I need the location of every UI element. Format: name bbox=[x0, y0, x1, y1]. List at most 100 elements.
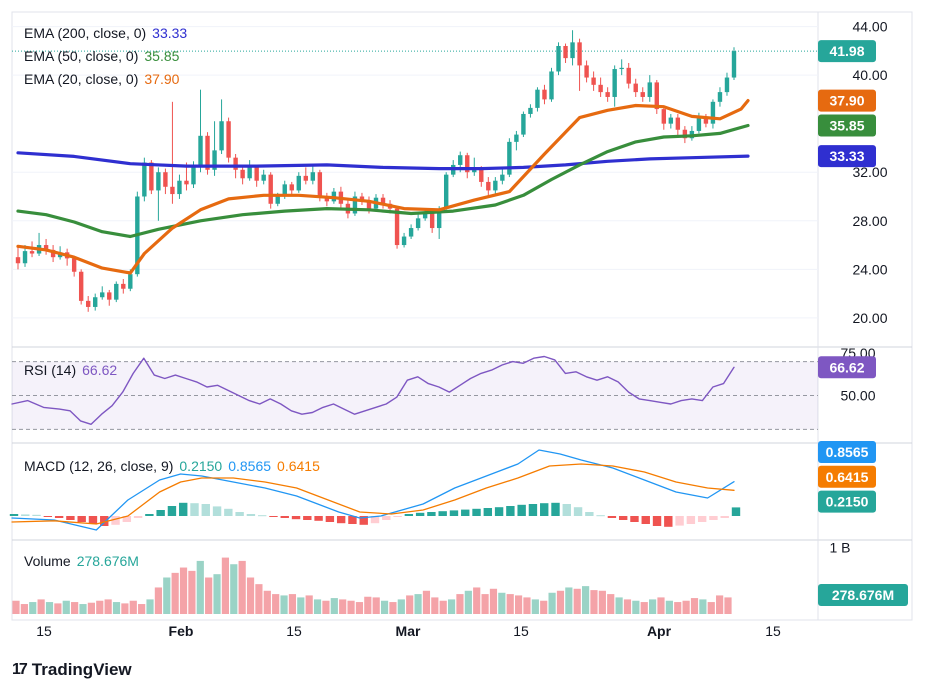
volume-bar bbox=[213, 574, 221, 614]
volume-bar bbox=[87, 602, 95, 614]
candle-body bbox=[493, 180, 498, 191]
candle-body bbox=[514, 134, 519, 142]
signal-badge bbox=[818, 465, 876, 488]
candle-body bbox=[556, 45, 561, 72]
candle-body bbox=[394, 208, 400, 246]
volume-bar bbox=[447, 599, 456, 614]
rsi-tick-label: 50.00 bbox=[840, 388, 875, 404]
candle-body bbox=[317, 172, 323, 197]
candle-body bbox=[247, 167, 252, 179]
candle-body bbox=[128, 274, 133, 289]
macd-hist-bar bbox=[720, 516, 729, 518]
candle-body bbox=[85, 300, 91, 307]
candle-body bbox=[121, 283, 126, 289]
volume-bar bbox=[188, 570, 196, 614]
macd-hist-bar bbox=[483, 508, 493, 516]
macd-hist-bar bbox=[122, 516, 132, 522]
candle-body bbox=[163, 172, 168, 187]
volume-bar bbox=[104, 599, 112, 614]
volume-bar bbox=[12, 600, 20, 614]
candle-body bbox=[170, 186, 175, 195]
macd-hist-bar bbox=[336, 516, 346, 524]
candle-body bbox=[289, 184, 294, 191]
volume-bar bbox=[590, 590, 598, 614]
tradingview-logo[interactable]: 17 TradingView bbox=[12, 660, 132, 680]
legend-macd-v2: 0.8565 bbox=[228, 458, 272, 474]
candle-body bbox=[107, 292, 112, 300]
candle-body bbox=[675, 117, 681, 130]
macd-hist-bar bbox=[43, 516, 53, 517]
volume-bar bbox=[414, 594, 422, 614]
candle-body bbox=[668, 117, 674, 124]
candle-body bbox=[521, 113, 526, 135]
signal-line bbox=[11, 463, 735, 525]
candle-body bbox=[78, 271, 84, 301]
macd-hist-bar bbox=[573, 507, 583, 516]
macd-hist-bar bbox=[393, 516, 402, 517]
ema200-line bbox=[16, 151, 750, 171]
volume-bar bbox=[431, 597, 439, 614]
volume-bar bbox=[489, 588, 498, 614]
chart-frame bbox=[11, 11, 913, 621]
rsi-badge bbox=[818, 356, 876, 379]
candle-body bbox=[184, 180, 189, 185]
candle-body bbox=[465, 155, 470, 173]
tradingview-wordmark: TradingView bbox=[31, 660, 132, 679]
volume-bar bbox=[112, 602, 121, 614]
volume-bar bbox=[20, 604, 28, 614]
volume-bar bbox=[540, 600, 548, 614]
macd-hist-bar bbox=[370, 516, 380, 524]
macd-hist-bar bbox=[303, 516, 312, 520]
volume-bar bbox=[690, 598, 699, 614]
ema200-badge-label: 33.33 bbox=[829, 148, 864, 164]
volume-bar bbox=[163, 577, 171, 614]
volume-bar bbox=[565, 587, 573, 614]
volume-bar bbox=[531, 599, 539, 614]
volume-bar bbox=[372, 597, 380, 614]
legend-ema50: EMA (50, close, 0) 35.85 bbox=[24, 48, 179, 64]
candle-body bbox=[149, 162, 154, 191]
macd-hist-bar bbox=[100, 516, 109, 526]
candle-body bbox=[219, 121, 224, 151]
candle-body bbox=[310, 172, 316, 181]
volume-bar bbox=[364, 596, 372, 614]
candle-body bbox=[633, 83, 638, 93]
candle-body bbox=[205, 135, 210, 170]
macd-hist-bar bbox=[562, 504, 571, 516]
legend-rsi: RSI (14) 66.62 bbox=[24, 362, 117, 378]
candle-body bbox=[542, 89, 547, 100]
volume-bar bbox=[171, 572, 179, 614]
macd-hist-bar bbox=[652, 516, 662, 526]
price-tick-label: 44.00 bbox=[852, 19, 887, 35]
macd-hist-bar bbox=[427, 512, 436, 516]
ema20-badge bbox=[818, 89, 876, 112]
candle-body bbox=[717, 92, 723, 102]
price-tick-label: 28.00 bbox=[852, 213, 887, 229]
macd-hist-bar bbox=[201, 504, 210, 516]
ema50-badge bbox=[818, 114, 876, 137]
volume-bar bbox=[397, 599, 405, 614]
macd-hist-bar bbox=[348, 516, 357, 524]
volume-bar bbox=[313, 599, 322, 614]
candle-body bbox=[303, 175, 309, 181]
candle-body bbox=[500, 174, 505, 181]
ema50-badge-label: 35.85 bbox=[829, 117, 864, 133]
hist-badge bbox=[818, 490, 876, 513]
macd-hist-bar bbox=[269, 516, 278, 517]
volume-bar bbox=[682, 600, 690, 614]
price-tick-label: 32.00 bbox=[852, 164, 887, 180]
volume-bar bbox=[45, 602, 54, 614]
volume-bar bbox=[498, 592, 506, 614]
macd-hist-bar bbox=[32, 514, 41, 516]
legend-volume: Volume 278.676M bbox=[24, 553, 139, 569]
price-tick-label: 24.00 bbox=[852, 261, 887, 277]
candle-body bbox=[142, 162, 147, 197]
ema200-badge bbox=[818, 145, 876, 168]
candle-body bbox=[93, 297, 98, 307]
volume-bar bbox=[263, 590, 271, 614]
volume-bar bbox=[506, 594, 514, 614]
rsi-line bbox=[11, 355, 735, 425]
ema20-line bbox=[16, 99, 750, 275]
rsi-badge-label: 66.62 bbox=[829, 359, 864, 375]
